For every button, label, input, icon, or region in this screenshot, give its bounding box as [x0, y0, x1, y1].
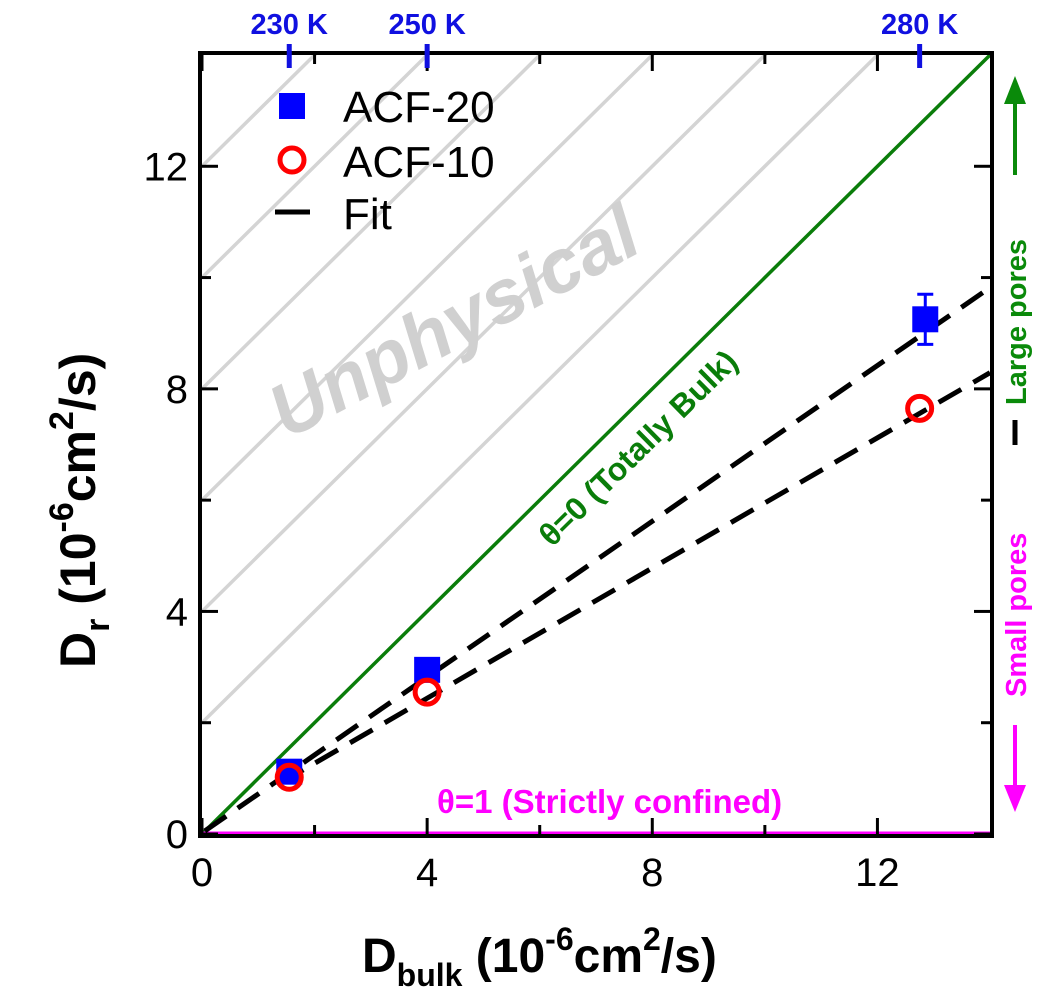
unphysical-label: Unphysical [255, 189, 655, 455]
legend-label-acf20: ACF-20 [343, 83, 495, 132]
x-tick-label: 12 [855, 851, 900, 895]
y-tick-label: 0 [166, 813, 188, 857]
unphysical-line-0 [202, 55, 880, 724]
small-pores-arrow-head [1004, 785, 1026, 812]
temp-label-2: 280 K [881, 9, 958, 41]
unphysical-line-1 [202, 55, 768, 613]
reference-line-0 [202, 55, 990, 834]
legend-label-fit: Fit [343, 190, 392, 239]
x-tick-label: 4 [416, 851, 438, 895]
large-pores-arrow-head [1004, 76, 1026, 104]
axis-tick-labels: 0 4 8 12 0 4 8 12 [144, 145, 900, 895]
small-pores-label: Small pores [1001, 533, 1033, 697]
x-tick-label: 8 [641, 851, 663, 895]
unphysical-line-4 [202, 55, 430, 279]
legend: ACF-20 ACF-10 Fit [275, 83, 495, 239]
x-tick-label: 0 [191, 851, 213, 895]
marker-acf10-0 [274, 762, 304, 792]
unphysical-line-2 [202, 55, 655, 502]
top-temperature-axis: 230 K 250 K 280 K [251, 9, 958, 68]
legend-label-acf10: ACF-10 [343, 138, 495, 187]
x-axis-title: Dbulk (10-6cm2/s) [362, 921, 717, 993]
marker-acf10-1 [412, 677, 442, 707]
marker-acf20-2 [912, 306, 939, 333]
unphysical-line-3 [202, 55, 543, 391]
theta1-annotation: θ=1 (Strictly confined) [437, 783, 782, 820]
temp-label-1: 250 K [388, 9, 465, 41]
data-markers [274, 292, 939, 792]
unphysical-region-lines [202, 55, 880, 724]
y-axis-title: Dr (10-6cm2/s) [43, 353, 117, 668]
plot-frame [198, 51, 994, 838]
temp-label-0: 230 K [251, 9, 328, 41]
side-annotations: Large pores Small pores [1001, 76, 1033, 812]
legend-marker-acf10 [277, 145, 307, 175]
y-tick-label: 12 [144, 145, 189, 189]
theta0-annotation: θ=0 (Totally Bulk) [532, 343, 745, 553]
reference-lines [202, 55, 990, 834]
fit-lines [203, 285, 990, 833]
legend-marker-acf20 [279, 93, 305, 119]
marker-acf10-2 [905, 393, 935, 423]
y-tick-label: 8 [166, 368, 188, 412]
fit-line-1 [279, 370, 990, 786]
large-pores-label: Large pores [1001, 239, 1033, 405]
y-tick-label: 4 [166, 590, 188, 634]
